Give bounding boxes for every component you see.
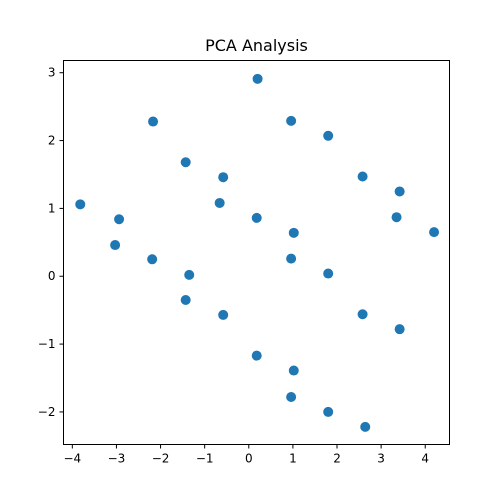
x-tick-label: 3 [377,452,385,466]
x-tick-label: 4 [421,452,429,466]
data-point [429,227,439,237]
data-point [181,295,191,305]
data-point [253,74,263,84]
data-point [323,269,333,279]
x-tick-label: −3 [108,452,126,466]
data-point [286,254,296,264]
data-point [252,213,262,223]
y-tick-label: 3 [48,66,56,80]
data-point [395,324,405,334]
x-tick-label: 2 [333,452,341,466]
data-point [360,422,370,432]
x-tick-label: 0 [245,452,253,466]
data-point [184,270,194,280]
data-point [181,157,191,167]
data-point [395,186,405,196]
data-point [289,366,299,376]
y-tick-label: 0 [48,269,56,283]
data-point [392,212,402,222]
data-point [323,407,333,417]
x-tick-label: −4 [63,452,81,466]
data-point [114,214,124,224]
data-point [75,199,85,209]
data-point [148,117,158,127]
data-point [286,116,296,126]
x-tick-label: −2 [152,452,170,466]
chart-title: PCA Analysis [205,36,308,55]
data-point [323,131,333,141]
x-tick-label: −1 [196,452,214,466]
data-point [215,198,225,208]
data-point [147,254,157,264]
x-tick-label: 1 [289,452,297,466]
data-point [218,310,228,320]
data-point [358,309,368,319]
y-tick-label: −2 [38,405,56,419]
data-point [110,240,120,250]
y-tick-label: 2 [48,134,56,148]
data-point [289,228,299,238]
data-point [218,172,228,182]
y-tick-label: −1 [38,337,56,351]
data-point [252,351,262,361]
y-tick-label: 1 [48,201,56,215]
data-point [358,172,368,182]
data-point [286,392,296,402]
